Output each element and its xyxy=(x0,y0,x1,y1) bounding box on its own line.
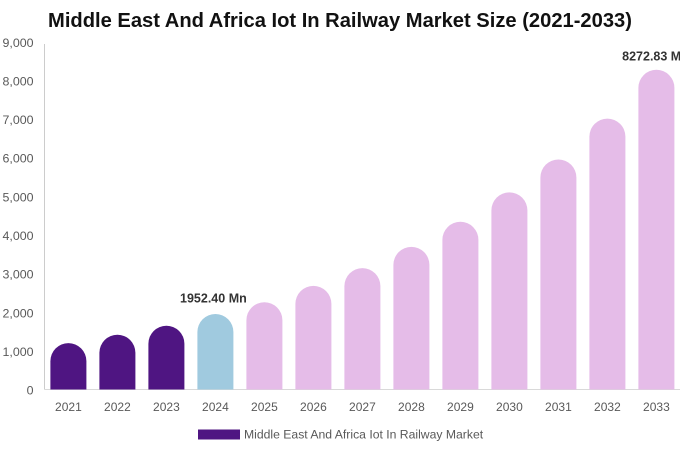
svg-text:1,000: 1,000 xyxy=(2,345,33,359)
svg-text:2025: 2025 xyxy=(251,400,278,414)
svg-text:1952.40 Mn: 1952.40 Mn xyxy=(180,292,247,306)
svg-text:2030: 2030 xyxy=(496,400,523,414)
svg-text:7,000: 7,000 xyxy=(2,113,33,127)
svg-text:9,000: 9,000 xyxy=(2,36,33,50)
svg-text:6,000: 6,000 xyxy=(2,152,33,166)
svg-text:2,000: 2,000 xyxy=(2,306,33,320)
svg-text:2031: 2031 xyxy=(545,400,572,414)
svg-text:Middle East And Africa Iot In: Middle East And Africa Iot In Railway Ma… xyxy=(244,428,484,442)
svg-text:2023: 2023 xyxy=(153,400,180,414)
svg-text:2022: 2022 xyxy=(104,400,131,414)
svg-text:2026: 2026 xyxy=(300,400,327,414)
svg-text:2028: 2028 xyxy=(398,400,425,414)
svg-text:2033: 2033 xyxy=(643,400,670,414)
svg-text:2032: 2032 xyxy=(594,400,621,414)
svg-text:8,000: 8,000 xyxy=(2,74,33,88)
svg-text:0: 0 xyxy=(27,384,34,398)
svg-text:2029: 2029 xyxy=(447,400,474,414)
svg-text:Middle East And Africa Iot In: Middle East And Africa Iot In Railway Ma… xyxy=(48,10,632,32)
svg-text:2024: 2024 xyxy=(202,400,229,414)
svg-text:3,000: 3,000 xyxy=(2,268,33,282)
svg-text:5,000: 5,000 xyxy=(2,190,33,204)
svg-text:4,000: 4,000 xyxy=(2,229,33,243)
svg-text:2021: 2021 xyxy=(55,400,82,414)
svg-text:8272.83 Mn: 8272.83 Mn xyxy=(622,50,680,64)
svg-text:2027: 2027 xyxy=(349,400,376,414)
